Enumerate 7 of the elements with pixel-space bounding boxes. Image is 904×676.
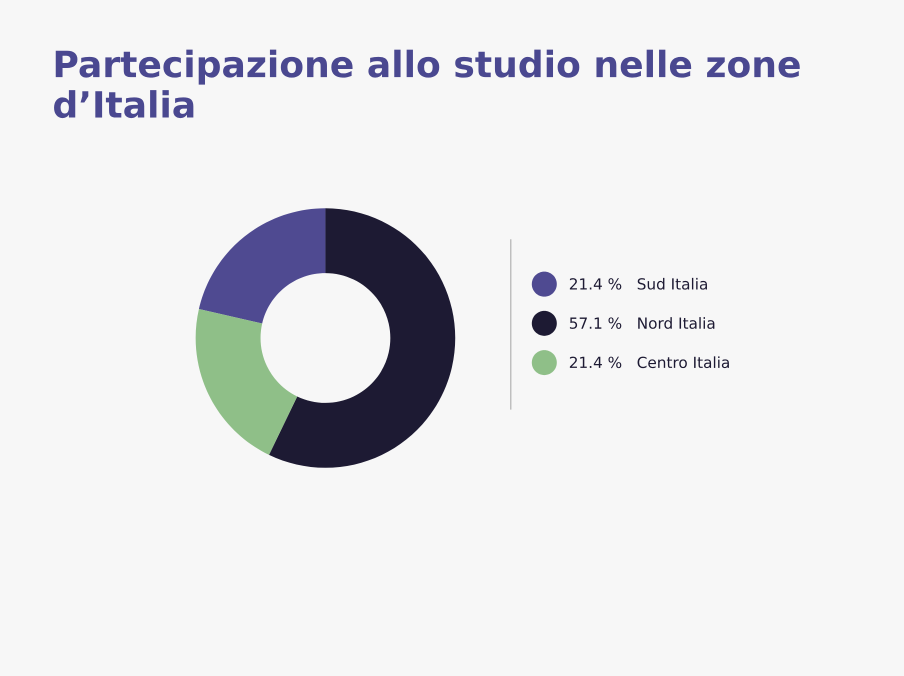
donut-slice [198, 208, 326, 324]
legend-label: 21.4 % Centro Italia [570, 356, 729, 368]
legend-label: 57.1 % Nord Italia [570, 317, 714, 329]
donut-slice [269, 208, 456, 468]
legend-label: 21.4 % Sud Italia [570, 278, 707, 290]
chart-title: Partecipazione allo studio nelle zone d’Italia [54, 50, 800, 118]
donut-slice [196, 309, 298, 455]
